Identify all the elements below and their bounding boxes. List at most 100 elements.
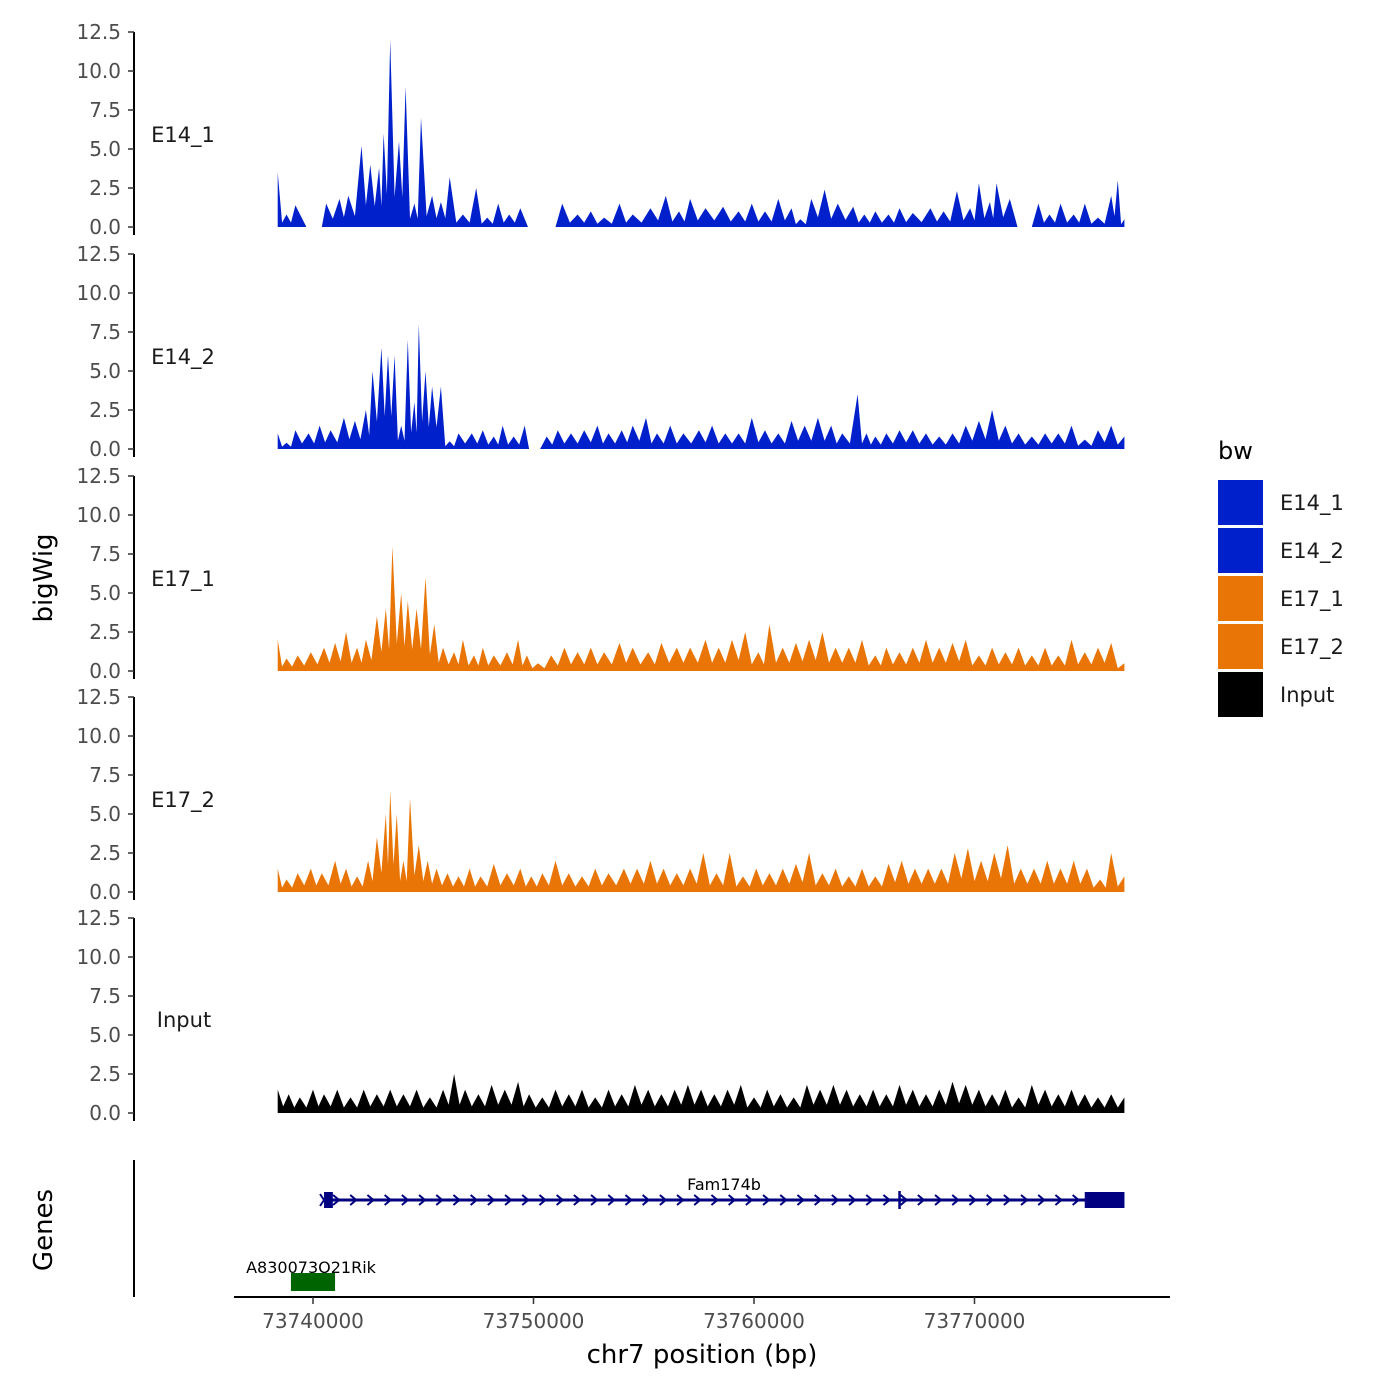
gene-label: A830073O21Rik — [246, 1258, 377, 1277]
strand-arrow — [1037, 1194, 1046, 1206]
strand-arrow — [521, 1194, 530, 1206]
strand-arrow — [349, 1194, 358, 1206]
gene-exon — [324, 1192, 333, 1208]
y-tick-label: 2.5 — [89, 620, 121, 644]
x-axis-title: chr7 position (bp) — [587, 1340, 818, 1370]
strand-arrow — [624, 1194, 633, 1206]
strand-arrow — [366, 1194, 375, 1206]
y-tick-label: 7.5 — [89, 320, 121, 344]
strand-arrow — [383, 1194, 393, 1206]
strand-arrow — [1003, 1194, 1012, 1206]
strand-arrow — [727, 1194, 737, 1206]
legend-title: bw — [1218, 437, 1253, 465]
strand-arrow — [641, 1194, 651, 1206]
y-tick-label: 10.0 — [76, 281, 121, 305]
track-label: E14_1 — [151, 123, 215, 148]
legend-swatch-E17_2 — [1218, 624, 1263, 669]
strand-arrow — [452, 1194, 461, 1206]
y-tick-label: 0.0 — [89, 1101, 121, 1125]
x-tick-label: 73770000 — [924, 1309, 1026, 1333]
strand-arrow — [865, 1194, 874, 1206]
legend-swatch-E14_2 — [1218, 528, 1263, 573]
y-tick-label: 2.5 — [89, 176, 121, 200]
y-tick-label: 12.5 — [76, 242, 121, 266]
y-tick-label: 10.0 — [76, 945, 121, 969]
y-tick-label: 2.5 — [89, 398, 121, 422]
track-E14_2: 0.0 2.5 5.0 7.5 10.0 12.5 E14_2 — [76, 242, 1125, 461]
x-tick-label: 73750000 — [483, 1309, 585, 1333]
strand-arrow — [469, 1194, 479, 1206]
strand-arrow — [831, 1194, 840, 1206]
gene-exon — [290, 1273, 336, 1291]
track-label: E17_2 — [151, 788, 215, 813]
y-tick-label: 0.0 — [89, 880, 121, 904]
y-tick-label: 5.0 — [89, 1023, 121, 1047]
genes-axis-title: Genes — [29, 1189, 59, 1271]
gene-A830073O21Rik: A830073O21Rik — [246, 1258, 377, 1291]
legend-swatch-E17_1 — [1218, 576, 1263, 621]
y-tick-label: 12.5 — [76, 906, 121, 930]
y-tick-label: 10.0 — [76, 724, 121, 748]
y-tick-label: 0.0 — [89, 437, 121, 461]
strand-arrow — [590, 1194, 599, 1206]
strand-arrow — [1054, 1194, 1063, 1206]
gene-track: Fam174b A830073O21Rik — [133, 1160, 1125, 1297]
legend-label: E14_2 — [1280, 539, 1344, 564]
strand-arrow — [435, 1194, 444, 1206]
strand-arrow — [779, 1194, 788, 1206]
track-label: Input — [157, 1008, 211, 1032]
y-tick-label: 5.0 — [89, 581, 121, 605]
strand-arrow — [745, 1194, 754, 1206]
strand-arrow — [1020, 1194, 1029, 1206]
legend-label: Input — [1280, 683, 1334, 707]
signal-area-Input — [277, 1074, 1125, 1113]
x-axis: 73740000 73750000 73760000 73770000 — [234, 1296, 1170, 1333]
signal-area-E17_1 — [277, 546, 1125, 671]
y-tick-label: 7.5 — [89, 98, 121, 122]
strand-arrow — [934, 1194, 943, 1206]
track-label: E14_2 — [151, 345, 215, 370]
strand-arrow — [401, 1194, 410, 1206]
x-tick-label: 73740000 — [262, 1309, 364, 1333]
signal-tracks: 0.0 2.5 5.0 7.5 10.0 12.5 E14_1 0.0 2.5 5.0 7.5 10.… — [76, 20, 1125, 1125]
strand-arrow — [899, 1194, 909, 1206]
y-tick-label: 10.0 — [76, 59, 121, 83]
y-tick-label: 0.0 — [89, 659, 121, 683]
y-tick-label: 10.0 — [76, 503, 121, 527]
y-tick-label: 5.0 — [89, 137, 121, 161]
y-axis-title: bigWig — [29, 533, 59, 622]
strand-arrow — [555, 1194, 565, 1206]
strand-arrow — [951, 1194, 960, 1206]
track-E17_2: 0.0 2.5 5.0 7.5 10.0 12.5 E17_2 — [76, 685, 1125, 904]
strand-arrow — [538, 1194, 547, 1206]
strand-arrow — [1071, 1194, 1081, 1206]
track-Input: 0.0 2.5 5.0 7.5 10.0 12.5 Input — [76, 906, 1125, 1125]
gene-label: Fam174b — [687, 1175, 761, 1194]
y-tick-label: 12.5 — [76, 20, 121, 44]
signal-area-E14_2 — [277, 324, 1125, 449]
y-tick-label: 0.0 — [89, 215, 121, 239]
strand-arrow — [968, 1194, 977, 1206]
y-tick-label: 7.5 — [89, 984, 121, 1008]
y-tick-label: 2.5 — [89, 841, 121, 865]
signal-area-E14_1 — [277, 39, 1125, 227]
y-tick-label: 7.5 — [89, 542, 121, 566]
strand-arrow — [418, 1194, 427, 1206]
gene-exon — [1084, 1192, 1125, 1208]
y-tick-label: 2.5 — [89, 1062, 121, 1086]
y-tick-label: 12.5 — [76, 685, 121, 709]
strand-arrow — [882, 1194, 891, 1206]
strand-arrow — [607, 1194, 616, 1206]
legend-label: E17_2 — [1280, 635, 1344, 660]
strand-arrow — [796, 1194, 805, 1206]
track-E14_1: 0.0 2.5 5.0 7.5 10.0 12.5 E14_1 — [76, 20, 1125, 239]
strand-arrow — [848, 1194, 857, 1206]
legend-label: E14_1 — [1280, 491, 1344, 516]
legend: bw E14_1 E14_2 E17_1 E17_2 Input — [1218, 437, 1344, 717]
legend-swatch-Input — [1218, 672, 1263, 717]
x-tick-label: 73760000 — [703, 1309, 805, 1333]
strand-arrow — [332, 1194, 341, 1206]
strand-arrow — [813, 1194, 823, 1206]
y-tick-label: 12.5 — [76, 464, 121, 488]
